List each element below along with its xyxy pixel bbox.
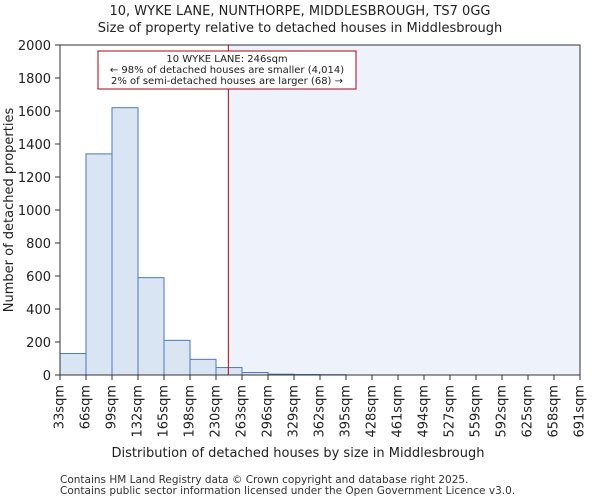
x-tick-label: 428sqm [365,385,380,438]
annotation-line-3: 2% of semi-detached houses are larger (6… [111,76,343,87]
y-tick-label: 1800 [18,72,51,87]
x-tick-label: 395sqm [339,385,354,438]
x-tick-label: 329sqm [287,385,302,438]
x-tick-label: 165sqm [157,385,172,438]
annotation-box [97,50,357,90]
x-tick-label: 625sqm [521,385,536,438]
y-tick-label: 1400 [18,138,51,153]
footer-line-1: Contains HM Land Registry data © Crown c… [60,474,468,486]
bar-132sqm [137,277,165,376]
y-tick-label: 1600 [18,105,51,120]
bar-198sqm [189,358,217,376]
x-tick-label: 691sqm [573,385,588,438]
x-tick-label: 494sqm [417,385,432,438]
x-tick-label: 592sqm [495,385,510,438]
y-tick-label: 400 [26,303,51,318]
y-tick-label: 2000 [18,39,51,54]
x-tick-label: 66sqm [79,385,94,429]
x-tick-label: 527sqm [443,385,458,438]
x-tick-label: 99sqm [105,385,120,429]
x-tick-label: 132sqm [131,385,146,438]
highlight-region [228,45,581,375]
y-tick-label: 1200 [18,171,51,186]
y-tick-label: 200 [26,336,51,351]
bar-165sqm [163,339,191,376]
x-tick-label: 296sqm [261,385,276,438]
x-tick-label: 658sqm [547,385,562,438]
footer-line-2: Contains public sector information licen… [60,485,515,497]
x-tick-label: 33sqm [53,385,68,429]
x-tick-label: 230sqm [209,385,224,438]
y-tick-label: 1000 [18,204,51,219]
bar-230sqm [215,367,243,376]
chart-subtitle: Size of property relative to detached ho… [98,21,503,36]
y-axis-label: Number of detached properties [2,108,17,313]
bar-66sqm [85,153,113,376]
y-tick-label: 600 [26,270,51,285]
annotation-line-1: 10 WYKE LANE: 246sqm [166,54,287,65]
bar-33sqm [59,353,87,376]
bar-99sqm [111,107,139,376]
y-tick-label: 0 [43,369,51,384]
annotation-line-2: ← 98% of detached houses are smaller (4,… [110,65,344,76]
x-tick-label: 461sqm [391,385,406,438]
plot-frame [59,44,581,376]
x-tick-label: 198sqm [183,385,198,438]
y-tick-label: 800 [26,237,51,252]
x-tick-label: 559sqm [469,385,484,438]
x-axis-label: Distribution of detached houses by size … [112,446,485,461]
x-tick-label: 263sqm [235,385,250,438]
x-tick-label: 362sqm [313,385,328,438]
chart-title: 10, WYKE LANE, NUNTHORPE, MIDDLESBROUGH,… [110,4,491,19]
